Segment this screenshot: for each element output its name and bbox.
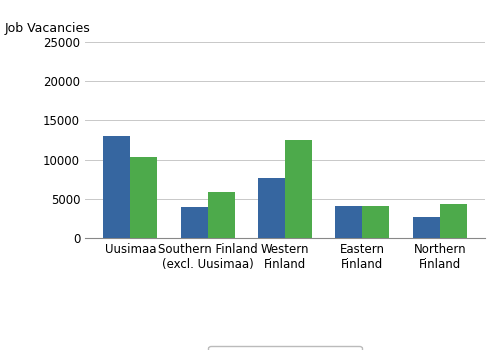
Bar bbox=[412, 217, 440, 238]
Bar bbox=[336, 206, 362, 238]
Bar bbox=[103, 136, 130, 238]
Text: Job Vacancies: Job Vacancies bbox=[5, 22, 91, 35]
Bar bbox=[258, 178, 285, 238]
Bar bbox=[440, 203, 467, 238]
Bar bbox=[362, 206, 390, 238]
Bar bbox=[208, 192, 234, 238]
Bar bbox=[130, 157, 158, 238]
Bar bbox=[285, 140, 312, 238]
Legend: 3/2009, 3/2010: 3/2009, 3/2010 bbox=[208, 346, 362, 350]
Bar bbox=[180, 208, 208, 238]
